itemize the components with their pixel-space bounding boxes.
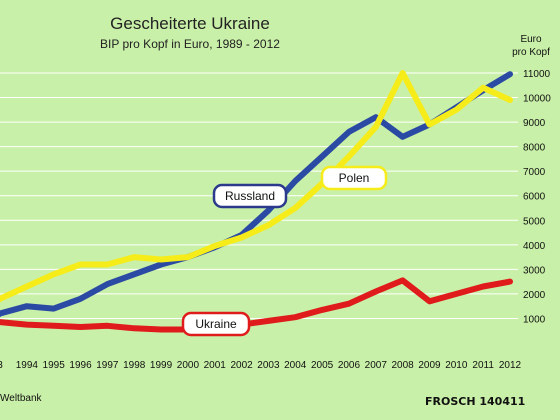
x-tick-label: 2000 [177,360,200,371]
artist-credit: FROSCH 140411 [425,395,525,408]
x-tick-label: 1997 [96,360,119,371]
y-tick-label: 7000 [523,167,546,178]
series-line-polen [0,70,513,303]
series-line-ukraine [0,277,513,333]
x-tick-label: 1996 [69,360,92,371]
x-tick-label: 2008 [392,360,415,371]
y-unit-label-line2: pro Kopf [512,47,550,58]
series-label-russland: Russland [212,183,288,209]
y-tick-label: 2000 [523,290,546,301]
y-unit-label-line1: Euro [520,34,542,45]
x-tick-label: 2004 [284,360,307,371]
x-tick-label: 2010 [445,360,468,371]
y-tick-label: 8000 [523,143,546,154]
y-tick-label: 1000 [523,314,546,325]
x-tick-label: 2005 [311,360,334,371]
series-label-polen: Polen [320,165,388,191]
y-tick-label: 3000 [523,265,546,276]
x-tick-label: 2012 [499,360,522,371]
series-label-box [181,311,251,337]
x-tick-label: 1999 [150,360,173,371]
x-tick-label: 2011 [472,360,494,371]
y-tick-label: 10000 [523,94,551,105]
source-note: Weltbank [0,393,43,404]
series-label-box [212,183,288,209]
x-tick-label: 2003 [257,360,280,371]
x-tick-label: 2009 [418,360,441,371]
x-tick-label: 1998 [123,360,146,371]
series-label-ukraine: Ukraine [181,311,251,337]
y-axis-ticks: 1000 2000 3000 4000 5000 6000 7000 8000 9000 1000… [523,69,551,325]
chart-subtitle: BIP pro Kopf in Euro, 1989 - 2012 [100,37,280,51]
y-tick-label: 4000 [523,241,546,252]
y-tick-label: 9000 [523,118,546,129]
x-tick-label: 2001 [204,360,227,371]
y-tick-label: 11000 [523,69,551,80]
series-label-text: Russland [225,189,275,203]
x-tick-label: 3 [0,360,3,371]
series-lines [0,70,513,333]
x-tick-label: 2007 [365,360,388,371]
y-tick-label: 5000 [523,216,546,227]
series-labels: Russland Polen Ukraine [181,165,388,337]
chart-title: Gescheiterte Ukraine [110,14,270,33]
x-tick-label: 1995 [43,360,66,371]
x-tick-label: 1994 [16,360,39,371]
y-tick-label: 6000 [523,192,546,203]
series-label-text: Ukraine [195,317,237,331]
x-tick-label: 2006 [338,360,361,371]
series-label-box [320,165,388,191]
series-label-text: Polen [339,171,370,185]
x-tick-label: 2002 [230,360,253,371]
